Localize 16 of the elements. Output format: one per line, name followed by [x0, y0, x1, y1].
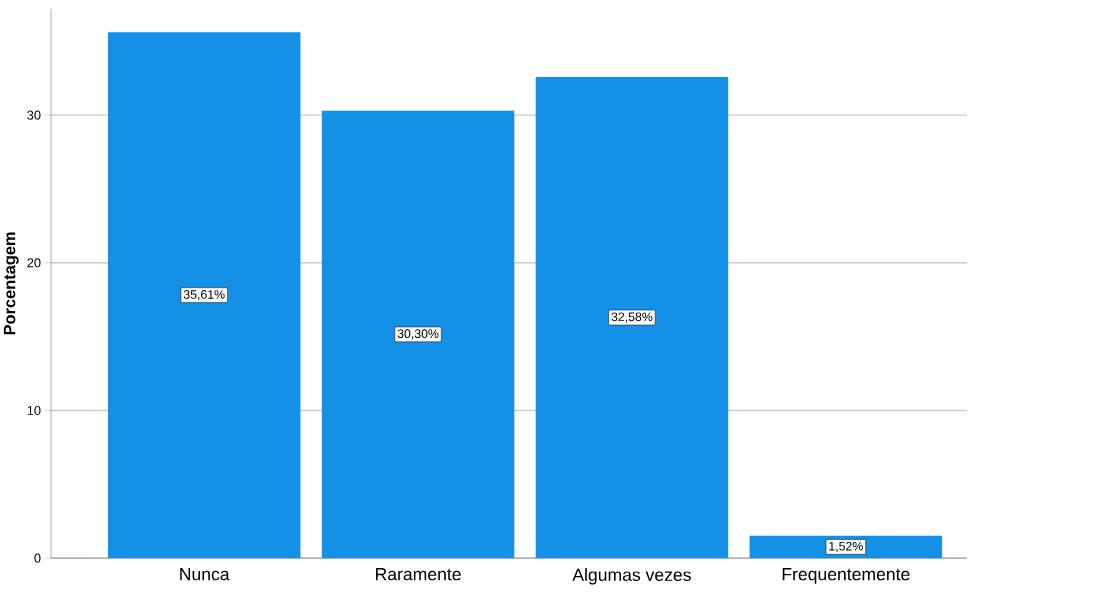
y-tick-label: 20	[27, 258, 41, 268]
bar	[321, 110, 515, 558]
bar	[535, 76, 729, 558]
y-tick-label: 10	[27, 405, 41, 415]
bar	[107, 32, 301, 558]
x-tick-label: Frequentemente	[782, 567, 910, 584]
y-axis-title: Porcentagem	[3, 232, 19, 335]
data-label: 1,52%	[829, 541, 863, 552]
y-tick-label: 0	[34, 553, 41, 563]
x-tick-label: Raramente	[376, 567, 461, 581]
x-tick-label: Nunca	[180, 567, 230, 581]
data-label: 32,58%	[611, 312, 653, 323]
y-tick-label: 30	[27, 110, 41, 120]
x-tick-label: Algumas vezes	[572, 567, 691, 585]
data-label: 30,30%	[397, 329, 439, 340]
data-label: 35,61%	[183, 289, 225, 301]
